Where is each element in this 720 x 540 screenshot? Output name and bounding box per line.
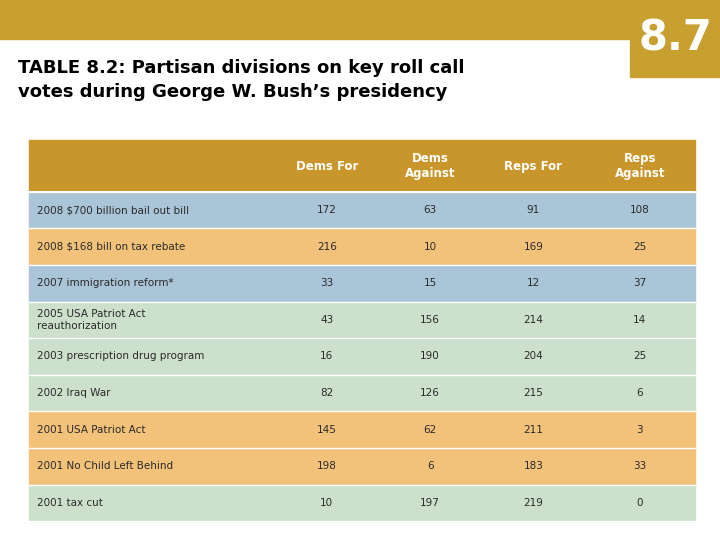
Bar xyxy=(0,0,720,39)
Text: 204: 204 xyxy=(523,352,543,361)
Bar xyxy=(29,140,695,192)
Text: 198: 198 xyxy=(317,461,337,471)
Text: 8.7: 8.7 xyxy=(638,18,712,59)
Text: 2001 No Child Left Behind: 2001 No Child Left Behind xyxy=(37,461,174,471)
Text: 183: 183 xyxy=(523,461,543,471)
Bar xyxy=(29,301,695,338)
Text: 15: 15 xyxy=(423,278,437,288)
Bar xyxy=(29,228,695,265)
Bar xyxy=(29,448,695,484)
Text: 12: 12 xyxy=(526,278,540,288)
Text: Dems For: Dems For xyxy=(296,160,358,173)
Text: 91: 91 xyxy=(526,205,540,215)
Bar xyxy=(29,411,695,448)
Text: 2001 USA Patriot Act: 2001 USA Patriot Act xyxy=(37,424,146,435)
Text: 214: 214 xyxy=(523,315,543,325)
Text: 33: 33 xyxy=(320,278,333,288)
Text: Reps
Against: Reps Against xyxy=(615,152,665,180)
Text: 2002 Iraq War: 2002 Iraq War xyxy=(37,388,111,398)
Text: 10: 10 xyxy=(320,498,333,508)
Text: 169: 169 xyxy=(523,242,543,252)
Text: 172: 172 xyxy=(317,205,337,215)
Text: 0: 0 xyxy=(636,498,643,508)
Text: TABLE 8.2: Partisan divisions on key roll call
votes during George W. Bush’s pre: TABLE 8.2: Partisan divisions on key rol… xyxy=(18,59,464,101)
Text: 25: 25 xyxy=(633,242,647,252)
Text: 82: 82 xyxy=(320,388,333,398)
Text: Dems
Against: Dems Against xyxy=(405,152,455,180)
Text: 16: 16 xyxy=(320,352,333,361)
Text: 219: 219 xyxy=(523,498,543,508)
Text: 63: 63 xyxy=(423,205,437,215)
Text: 43: 43 xyxy=(320,315,333,325)
Text: 10: 10 xyxy=(423,242,436,252)
Bar xyxy=(29,375,695,411)
Text: 145: 145 xyxy=(317,424,337,435)
Text: 190: 190 xyxy=(420,352,440,361)
Text: 25: 25 xyxy=(633,352,647,361)
Text: 156: 156 xyxy=(420,315,440,325)
Text: Reps For: Reps For xyxy=(504,160,562,173)
Text: 3: 3 xyxy=(636,424,643,435)
Text: 126: 126 xyxy=(420,388,440,398)
Bar xyxy=(29,192,695,228)
Text: 216: 216 xyxy=(317,242,337,252)
Text: 2003 prescription drug program: 2003 prescription drug program xyxy=(37,352,204,361)
Text: 2005 USA Patriot Act
reauthorization: 2005 USA Patriot Act reauthorization xyxy=(37,309,146,330)
Bar xyxy=(29,484,695,521)
Text: 211: 211 xyxy=(523,424,543,435)
Text: 2001 tax cut: 2001 tax cut xyxy=(37,498,103,508)
Text: 215: 215 xyxy=(523,388,543,398)
Text: 6: 6 xyxy=(427,461,433,471)
Text: 33: 33 xyxy=(633,461,647,471)
Text: 37: 37 xyxy=(633,278,647,288)
Text: 6: 6 xyxy=(636,388,643,398)
Text: 2008 $700 billion bail out bill: 2008 $700 billion bail out bill xyxy=(37,205,189,215)
Bar xyxy=(630,0,720,77)
Text: 14: 14 xyxy=(633,315,647,325)
Bar xyxy=(29,338,695,375)
Text: 2008 $168 bill on tax rebate: 2008 $168 bill on tax rebate xyxy=(37,242,186,252)
Text: 2007 immigration reform*: 2007 immigration reform* xyxy=(37,278,174,288)
Text: 197: 197 xyxy=(420,498,440,508)
Text: 62: 62 xyxy=(423,424,437,435)
Bar xyxy=(29,265,695,301)
Text: 108: 108 xyxy=(630,205,649,215)
